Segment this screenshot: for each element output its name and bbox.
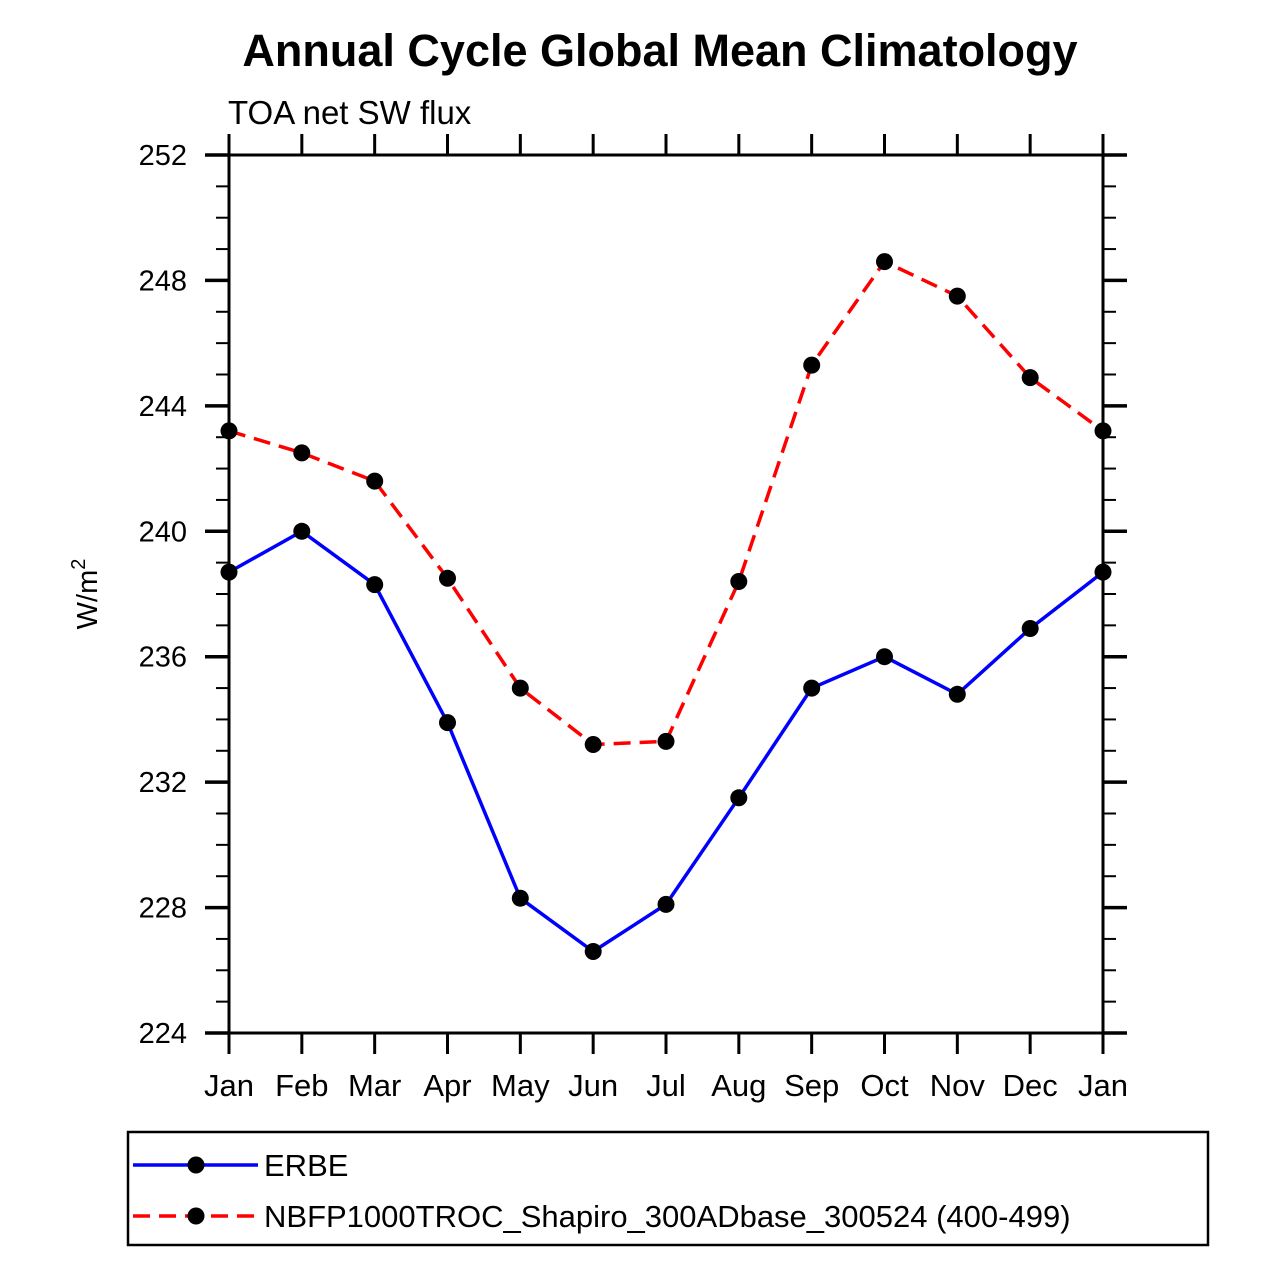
legend-label-erbe: ERBE	[264, 1148, 348, 1183]
x-tick-label: Jun	[568, 1068, 618, 1103]
y-axis-title-sup: 2	[68, 559, 90, 570]
data-point-1-sep-8	[803, 356, 821, 374]
y-tick-label: 240	[139, 516, 187, 548]
y-tick-label: 224	[139, 1018, 187, 1050]
data-point-1-jun-5	[584, 736, 602, 753]
x-tick-label: Oct	[860, 1068, 909, 1103]
legend-border	[126, 1130, 1210, 1247]
y-tick-label: 228	[139, 893, 187, 925]
y-tick-label: 248	[139, 265, 187, 297]
x-tick-label: Mar	[348, 1068, 401, 1103]
y-axis-title-base: W/m	[72, 570, 104, 630]
x-tick-label: Dec	[1003, 1068, 1058, 1103]
data-point-1-nov-10	[948, 287, 966, 305]
series-line-1	[228, 259, 1105, 747]
plot-axes: 224 228 232 236 240 244 248 252 Jan Feb Mar Apr May J…	[139, 134, 1128, 1103]
data-point-0-jul-6	[657, 895, 675, 913]
x-tick-label: Jul	[646, 1068, 686, 1103]
y-tick-label: 236	[139, 642, 187, 674]
legend-marker-nbfp	[187, 1207, 205, 1225]
data-point-0-feb-1	[293, 522, 311, 540]
data-point-0-oct-9	[876, 648, 893, 666]
data-point-0-apr-3	[439, 714, 456, 732]
x-tick-label: Nov	[930, 1068, 986, 1103]
data-point-0-dec-11	[1021, 620, 1039, 637]
data-point-0-jun-5	[584, 943, 602, 960]
x-tick-label: Feb	[275, 1068, 328, 1103]
y-tick-label: 252	[139, 140, 187, 172]
legend-marker-erbe	[187, 1156, 205, 1174]
x-tick-label: Sep	[784, 1068, 839, 1103]
data-point-1-feb-1	[293, 444, 311, 462]
x-tick-label: Aug	[711, 1068, 766, 1103]
y-tick-label: 244	[139, 391, 187, 423]
data-point-1-aug-7	[730, 573, 748, 590]
data-point-1-apr-3	[439, 569, 456, 587]
data-point-0-jan-12	[1094, 563, 1112, 581]
data-point-0-may-4	[511, 889, 529, 907]
data-point-0-nov-10	[948, 685, 966, 703]
data-point-0-aug-7	[730, 789, 748, 807]
y-tick-label: 232	[139, 767, 187, 799]
data-point-1-jan-0	[220, 422, 238, 440]
chart-title: Annual Cycle Global Mean Climatology	[242, 25, 1077, 76]
plot-series	[220, 253, 1112, 960]
data-point-1-dec-11	[1021, 369, 1039, 387]
legend-label-nbfp: NBFP1000TROC_Shapiro_300ADbase_300524 (4…	[264, 1199, 1071, 1234]
x-tick-label: Jan	[204, 1068, 254, 1103]
data-point-1-oct-9	[876, 253, 893, 271]
data-point-1-jan-12	[1094, 422, 1112, 440]
y-axis-title: W/m2	[68, 559, 104, 630]
data-point-1-mar-2	[366, 472, 384, 490]
data-point-0-mar-2	[366, 576, 384, 594]
data-point-0-sep-8	[803, 679, 821, 697]
x-tick-label: Jan	[1078, 1068, 1128, 1103]
data-point-1-jul-6	[657, 732, 675, 750]
chart-subtitle: TOA net SW flux	[228, 94, 472, 131]
x-tick-label: May	[491, 1068, 550, 1103]
legend-box: ERBE NBFP1000TROC_Shapiro_300ADbase_3005…	[126, 1130, 1210, 1247]
data-point-1-may-4	[511, 679, 529, 697]
x-tick-label: Apr	[423, 1068, 471, 1103]
data-point-0-jan-0	[220, 563, 238, 581]
